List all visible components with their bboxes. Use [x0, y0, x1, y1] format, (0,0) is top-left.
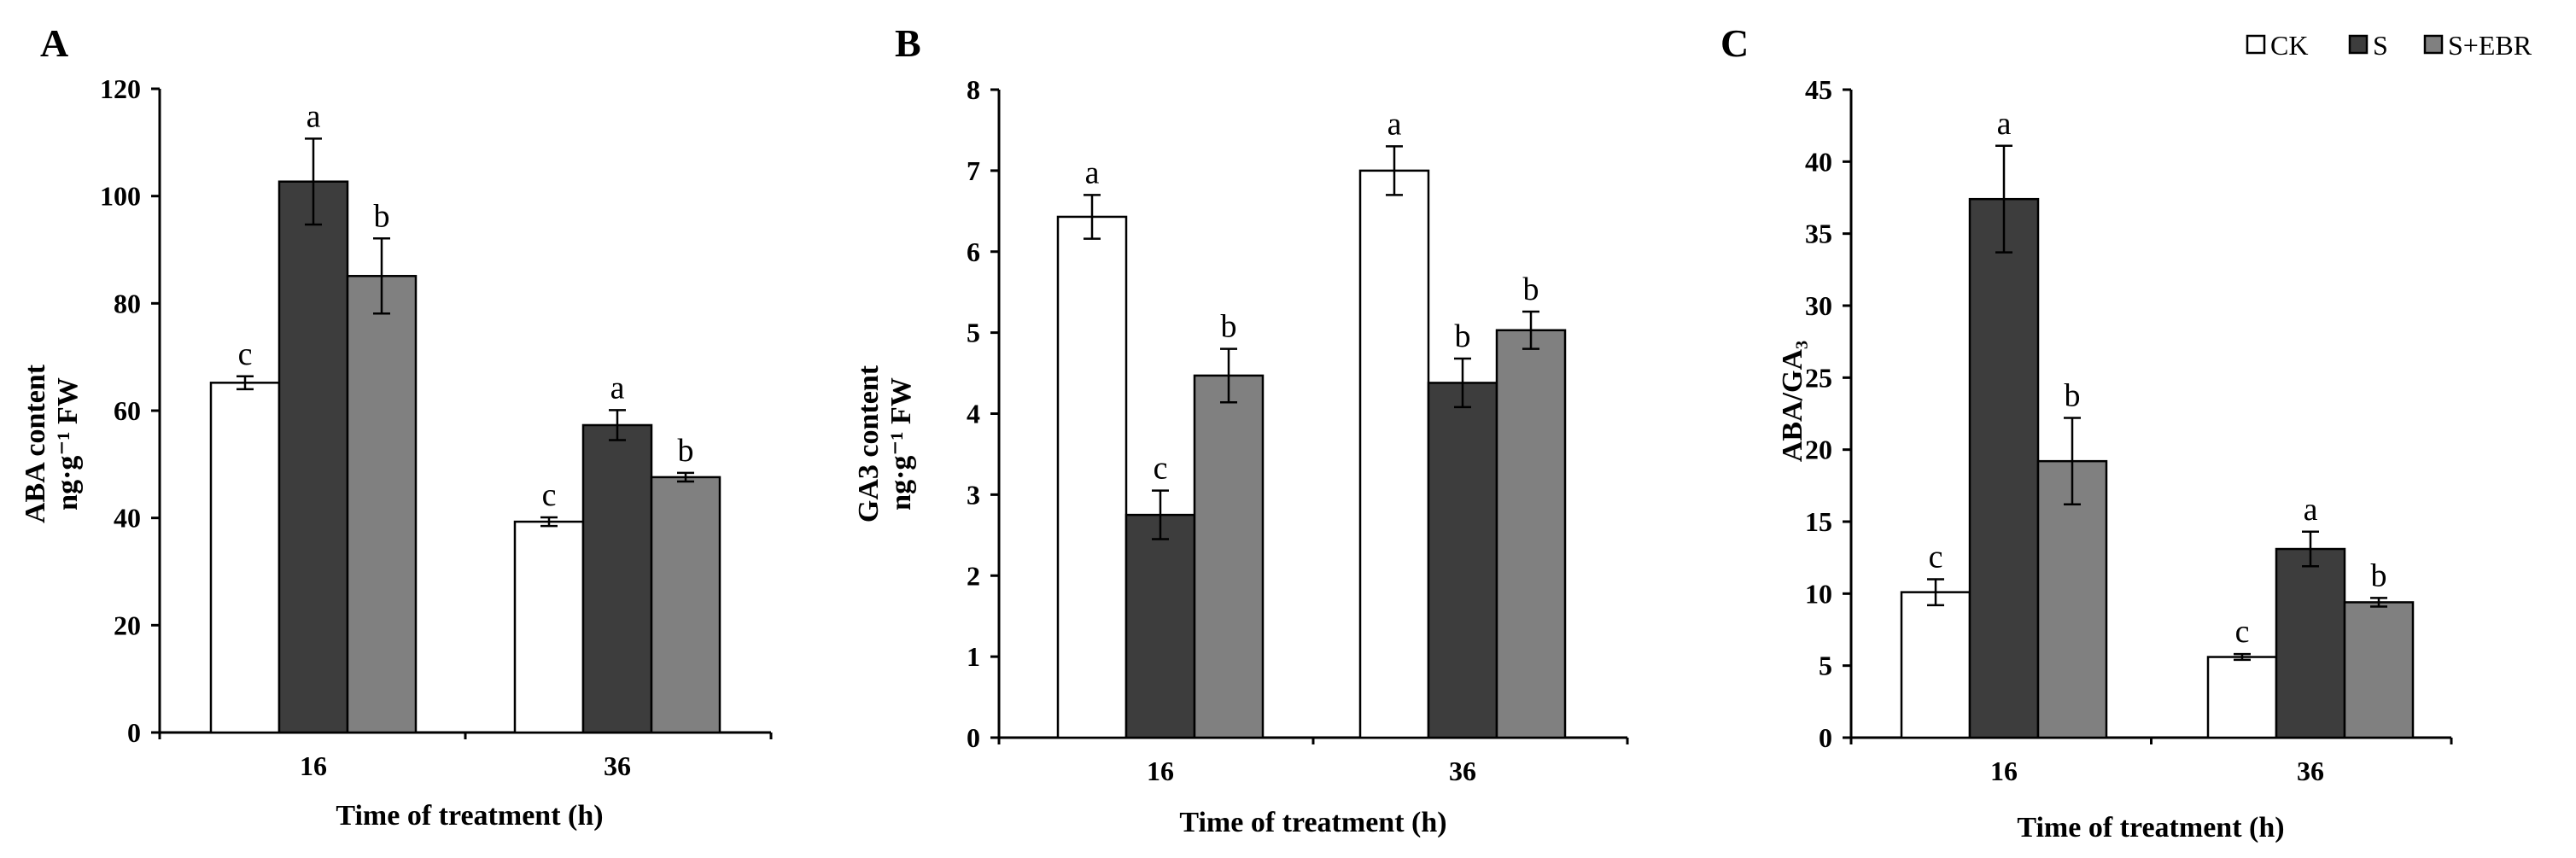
legend-swatch-s-ebr	[2423, 34, 2444, 55]
panel-b-bar-s-16	[1124, 513, 1196, 739]
panel-b-sig-letter-s-16: c	[1154, 451, 1168, 487]
panel-c-sig-letter-s-16: a	[1997, 106, 2012, 142]
panel-b-sig-letter-ck-16: a	[1085, 155, 1100, 190]
panel-c-y-tick-label: 35	[1805, 219, 1832, 249]
panel-c-y-tick-label: 15	[1805, 506, 1832, 537]
panel-b: B GA3 content ng·g⁻¹ FW Time of treatmen…	[853, 21, 1629, 838]
panel-a-y-tick-label: 100	[100, 181, 141, 212]
panel-c-y-tick-label: 5	[1819, 651, 1832, 681]
panel-a-y-tick-label: 80	[114, 288, 141, 318]
panel-a-sig-letter-s-ebr-16: b	[374, 198, 390, 234]
panel-a-bar-s-ebr-36	[650, 476, 721, 734]
panel-a-x-tick-label-36: 36	[604, 750, 631, 781]
panel-a-y-tick-label: 120	[100, 73, 141, 104]
panel-b-ylabel-line1: GA3 content	[853, 365, 885, 522]
panel-b-y-tick-label: 1	[967, 641, 980, 672]
panel-c-bar-ck-36	[2206, 656, 2278, 739]
panel-b-letter: B	[895, 21, 921, 65]
legend-swatch-s	[2348, 34, 2369, 55]
panel-a-bar-ck-16	[209, 382, 281, 734]
panel-c-y-tick-label: 45	[1805, 74, 1832, 105]
panel-a-sig-letter-s-16: a	[307, 98, 321, 134]
panel-b-y-tick-label: 8	[967, 74, 980, 105]
panel-c-bar-s-ebr-16	[2036, 459, 2108, 739]
panel-b-y-tick-label: 2	[967, 560, 980, 591]
panel-a-y-tick-label: 60	[114, 395, 141, 426]
panel-a-xlabel: Time of treatment (h)	[336, 800, 603, 832]
panel-b-x-tick-label-16: 16	[1147, 756, 1174, 786]
panel-b-bar-s-ebr-16	[1193, 374, 1265, 739]
panel-c-letter: C	[1720, 21, 1749, 65]
panel-b-y-tick-label: 6	[967, 236, 980, 267]
panel-c-bar-ck-16	[1900, 591, 1971, 739]
panel-a-bar-s-16	[277, 180, 349, 734]
panel-b-bar-s-ebr-36	[1495, 329, 1567, 739]
panel-c-bar-s-ebr-36	[2343, 601, 2415, 739]
panel-a-sig-letter-ck-16: c	[238, 336, 253, 372]
panel-b-x-tick-label-36: 36	[1449, 756, 1476, 786]
panel-c-sig-letter-s-ebr-16: b	[2065, 378, 2081, 414]
panel-c-sig-letter-ck-36: c	[2235, 614, 2250, 650]
panel-c-ylabel-line1: ABA/GA₃	[1777, 341, 1808, 462]
panel-c-y-tick-label: 20	[1805, 435, 1832, 465]
panel-a-x-tick-label-16: 16	[300, 750, 327, 781]
panel-c-y-tick-label: 0	[1819, 722, 1832, 753]
panel-a-bar-s-36	[581, 423, 653, 734]
panel-c-y-tick-label: 10	[1805, 578, 1832, 609]
legend: CK S S+EBR	[2246, 30, 2532, 61]
panel-a-y-tick-label: 40	[114, 503, 141, 534]
legend-label-s-ebr: S+EBR	[2448, 30, 2532, 61]
panel-c-sig-letter-s-ebr-36: b	[2371, 557, 2387, 593]
panel-b-y-tick-label: 4	[967, 399, 980, 429]
legend-swatch-ck	[2246, 34, 2266, 55]
panel-c-sig-letter-ck-16: c	[1929, 539, 1943, 575]
panel-b-bar-s-36	[1427, 382, 1498, 739]
panel-b-sig-letter-ck-36: a	[1387, 106, 1402, 142]
panel-a-bar-s-ebr-16	[346, 275, 418, 734]
panel-a-letter: A	[40, 21, 68, 65]
panel-a-y-tick-label: 20	[114, 610, 141, 640]
panel-c-y-tick-label: 30	[1805, 290, 1832, 321]
panel-b-sig-letter-s-36: b	[1455, 318, 1471, 354]
panel-a-sig-letter-s-ebr-36: b	[678, 433, 694, 469]
legend-label-s: S	[2373, 30, 2388, 61]
panel-a-ylabel-line2: ng·g⁻¹ FW	[52, 377, 84, 511]
panel-b-ylabel-line2: ng·g⁻¹ FW	[885, 377, 917, 511]
panel-a-y-tick-label: 0	[127, 717, 141, 748]
panel-b-y-tick-label: 3	[967, 479, 980, 510]
panel-c-bar-s-16	[1968, 197, 2040, 739]
panel-a: A ABA content ng·g⁻¹ FW Time of treatmen…	[20, 21, 773, 832]
panel-b-y-tick-label: 0	[967, 722, 980, 753]
panel-c-y-tick-label: 40	[1805, 146, 1832, 177]
panel-b-bar-ck-36	[1358, 169, 1430, 739]
panel-a-sig-letter-ck-36: c	[542, 477, 557, 513]
panel-b-sig-letter-s-ebr-36: b	[1523, 271, 1539, 307]
panel-c-xlabel: Time of treatment (h)	[2017, 812, 2284, 843]
panel-a-ylabel-line1: ABA content	[20, 364, 51, 523]
panel-b-y-tick-label: 5	[967, 318, 980, 348]
panel-c-sig-letter-s-36: a	[2304, 492, 2318, 528]
panel-c-x-tick-label-16: 16	[1990, 756, 2018, 786]
legend-label-ck: CK	[2270, 30, 2308, 61]
panel-c: C ABA/GA₃ Time of treatment (h) 0 5 10 15 20…	[1720, 21, 2453, 843]
panel-a-sig-letter-s-36: a	[610, 370, 625, 406]
panel-b-y-tick-label: 7	[967, 155, 980, 186]
panel-c-x-tick-label-36: 36	[2297, 756, 2324, 786]
panel-c-y-tick-label: 25	[1805, 362, 1832, 393]
panel-b-bar-ck-16	[1056, 215, 1128, 739]
panel-a-bar-ck-36	[513, 520, 585, 734]
panel-c-bar-s-36	[2275, 547, 2346, 739]
panel-b-xlabel: Time of treatment (h)	[1179, 807, 1446, 838]
panel-b-sig-letter-s-ebr-16: b	[1221, 309, 1237, 345]
